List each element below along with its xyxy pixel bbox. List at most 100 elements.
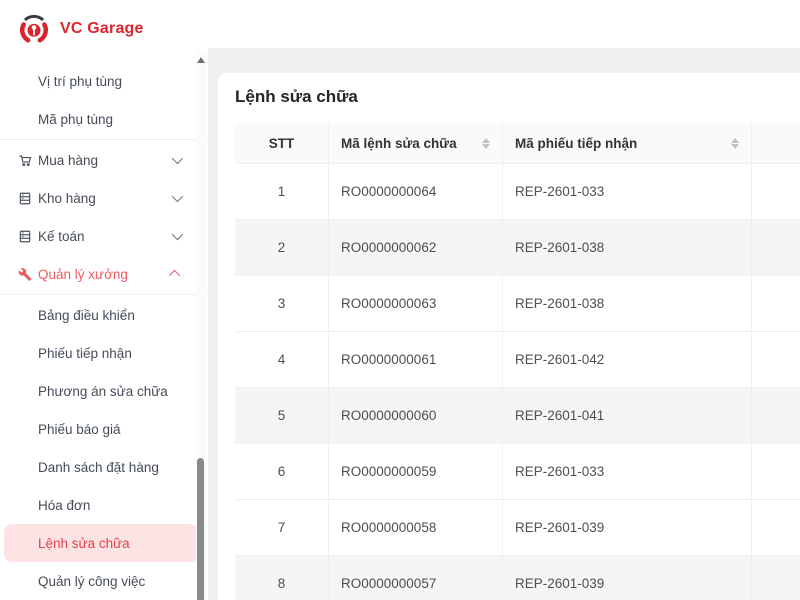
reception-code-cell: REP-2601-038 bbox=[503, 276, 752, 332]
sidebar-item-phieu-bao-gia[interactable]: Phiếu báo giá bbox=[4, 410, 198, 448]
menu-divider bbox=[0, 139, 208, 140]
sidebar-item-vi-tri-phu-tung[interactable]: Vị trí phụ tùng bbox=[4, 62, 198, 100]
sort-icon[interactable] bbox=[731, 138, 739, 149]
sidebar-item-danh-sach-dat-hang[interactable]: Danh sách đặt hàng bbox=[4, 448, 198, 486]
top-bar bbox=[208, 0, 800, 49]
sidebar-item-label: Lệnh sửa chữa bbox=[38, 535, 130, 551]
column-header-label: STT bbox=[268, 136, 295, 151]
chevron-down-icon bbox=[171, 190, 184, 203]
brand-logo[interactable]: VC Garage bbox=[0, 0, 208, 58]
sort-icon[interactable] bbox=[482, 138, 490, 149]
table-row[interactable]: 1 RO0000000064 REP-2601-033 bbox=[235, 164, 800, 220]
database-icon bbox=[18, 191, 32, 206]
repair-order-code-cell: RO0000000057 bbox=[329, 556, 503, 600]
sidebar-scrollbar[interactable] bbox=[196, 52, 206, 600]
reception-code-cell: REP-2601-033 bbox=[503, 444, 752, 500]
repair-orders-table: STT Mã lệnh sửa chữa bbox=[235, 123, 800, 600]
sidebar-item-label: Phương án sửa chữa bbox=[38, 383, 168, 399]
column-header-stt: STT bbox=[235, 123, 329, 164]
reception-code-cell: REP-2601-039 bbox=[503, 556, 752, 600]
stt-cell: 1 bbox=[235, 164, 329, 220]
stt-cell: 2 bbox=[235, 220, 329, 276]
sidebar-item-mua-hang[interactable]: Mua hàng bbox=[4, 141, 198, 179]
reception-code-cell: REP-2601-038 bbox=[503, 220, 752, 276]
sidebar-item-label: Vị trí phụ tùng bbox=[38, 73, 123, 89]
repair-order-code-cell: RO0000000063 bbox=[329, 276, 503, 332]
content-card: Lệnh sửa chữa STT Mã lệnh sửa chữa bbox=[218, 73, 800, 600]
sidebar-item-label: Mua hàng bbox=[38, 152, 99, 168]
sidebar-item-ma-phu-tung[interactable]: Mã phụ tùng bbox=[4, 100, 198, 138]
sidebar-menu: Vị trí phụ tùng Mã phụ tùng Mua hàng bbox=[0, 58, 208, 600]
sidebar-item-kho-hang[interactable]: Kho hàng bbox=[4, 179, 198, 217]
sidebar-item-label: Phiếu tiếp nhận bbox=[38, 345, 132, 361]
extra-cell bbox=[752, 276, 800, 332]
wrench-icon bbox=[18, 267, 32, 282]
column-header-extra bbox=[752, 123, 800, 164]
brand-logo-icon bbox=[20, 14, 48, 43]
table-row[interactable]: 6 RO0000000059 REP-2601-033 bbox=[235, 444, 800, 500]
sidebar-item-ke-toan[interactable]: Kế toán bbox=[4, 217, 198, 255]
reception-code-cell: REP-2601-042 bbox=[503, 332, 752, 388]
main-area: Lệnh sửa chữa STT Mã lệnh sửa chữa bbox=[208, 0, 800, 600]
extra-cell bbox=[752, 444, 800, 500]
column-header-reception-code[interactable]: Mã phiếu tiếp nhận bbox=[503, 123, 752, 164]
table-row[interactable]: 3 RO0000000063 REP-2601-038 bbox=[235, 276, 800, 332]
sidebar-item-label: Kế toán bbox=[38, 228, 85, 244]
sidebar-item-label: Bảng điều khiển bbox=[38, 307, 135, 323]
content-area: Lệnh sửa chữa STT Mã lệnh sửa chữa bbox=[208, 49, 800, 600]
repair-order-code-cell: RO0000000059 bbox=[329, 444, 503, 500]
sidebar-item-bang-dieu-khien[interactable]: Bảng điều khiển bbox=[4, 296, 198, 334]
extra-cell bbox=[752, 332, 800, 388]
extra-cell bbox=[752, 388, 800, 444]
stt-cell: 6 bbox=[235, 444, 329, 500]
caret-up-icon bbox=[482, 138, 490, 143]
sidebar-item-phieu-tiep-nhan[interactable]: Phiếu tiếp nhận bbox=[4, 334, 198, 372]
sidebar-item-hoa-don[interactable]: Hóa đơn bbox=[4, 486, 198, 524]
sidebar-item-label: Phiếu báo giá bbox=[38, 421, 121, 437]
table-row[interactable]: 4 RO0000000061 REP-2601-042 bbox=[235, 332, 800, 388]
ledger-icon bbox=[18, 229, 32, 244]
sidebar-item-label: Quản lý xưởng bbox=[38, 266, 128, 282]
sidebar-item-quan-ly-xuong[interactable]: Quản lý xưởng bbox=[4, 255, 198, 293]
caret-down-icon bbox=[482, 144, 490, 149]
stt-cell: 7 bbox=[235, 500, 329, 556]
repair-order-code-cell: RO0000000060 bbox=[329, 388, 503, 444]
table-row[interactable]: 8 RO0000000057 REP-2601-039 bbox=[235, 556, 800, 600]
menu-divider bbox=[0, 294, 208, 295]
caret-down-icon bbox=[731, 144, 739, 149]
stt-cell: 5 bbox=[235, 388, 329, 444]
stt-cell: 4 bbox=[235, 332, 329, 388]
table-row[interactable]: 7 RO0000000058 REP-2601-039 bbox=[235, 500, 800, 556]
table-header-row: STT Mã lệnh sửa chữa bbox=[235, 123, 800, 164]
cart-icon bbox=[18, 153, 32, 168]
repair-order-code-cell: RO0000000062 bbox=[329, 220, 503, 276]
sidebar-item-label: Mã phụ tùng bbox=[38, 111, 114, 127]
column-header-repair-order-code[interactable]: Mã lệnh sửa chữa bbox=[329, 123, 503, 164]
page-title: Lệnh sửa chữa bbox=[235, 87, 358, 106]
reception-code-cell: REP-2601-041 bbox=[503, 388, 752, 444]
stt-cell: 3 bbox=[235, 276, 329, 332]
repair-order-code-cell: RO0000000061 bbox=[329, 332, 503, 388]
column-header-label: Mã lệnh sửa chữa bbox=[341, 136, 457, 151]
sidebar-item-lenh-sua-chua[interactable]: Lệnh sửa chữa bbox=[4, 524, 198, 562]
extra-cell bbox=[752, 500, 800, 556]
sidebar-item-label: Kho hàng bbox=[38, 190, 96, 206]
table-row[interactable]: 5 RO0000000060 REP-2601-041 bbox=[235, 388, 800, 444]
reception-code-cell: REP-2601-033 bbox=[503, 164, 752, 220]
sidebar-item-quan-ly-cong-viec[interactable]: Quản lý công việc bbox=[4, 562, 198, 600]
repair-order-code-cell: RO0000000058 bbox=[329, 500, 503, 556]
caret-up-icon bbox=[731, 138, 739, 143]
sidebar-item-label: Hóa đơn bbox=[38, 497, 91, 513]
chevron-down-icon bbox=[171, 152, 184, 165]
table-row[interactable]: 2 RO0000000062 REP-2601-038 bbox=[235, 220, 800, 276]
chevron-down-icon bbox=[171, 228, 184, 241]
sidebar-item-phuong-an-sua-chua[interactable]: Phương án sửa chữa bbox=[4, 372, 198, 410]
extra-cell bbox=[752, 164, 800, 220]
extra-cell bbox=[752, 220, 800, 276]
scroll-up-arrow-icon[interactable] bbox=[197, 57, 205, 63]
extra-cell bbox=[752, 556, 800, 600]
scrollbar-thumb[interactable] bbox=[197, 458, 204, 600]
sidebar-item-label: Danh sách đặt hàng bbox=[38, 459, 159, 475]
reception-code-cell: REP-2601-039 bbox=[503, 500, 752, 556]
